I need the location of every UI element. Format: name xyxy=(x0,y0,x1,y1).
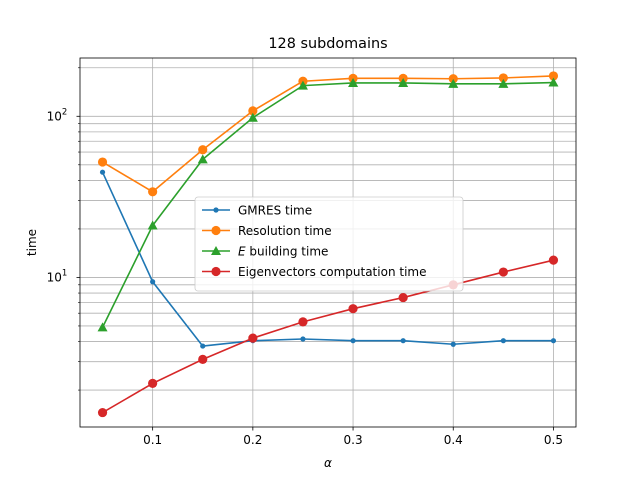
data-point xyxy=(548,71,559,81)
x-axis-label: α xyxy=(324,456,332,470)
series-2 xyxy=(97,77,559,332)
x-tick-label: 0.3 xyxy=(344,433,363,447)
data-point xyxy=(300,336,306,342)
data-point xyxy=(150,279,156,285)
data-point xyxy=(500,338,506,344)
data-point xyxy=(97,322,108,332)
series-line xyxy=(102,259,554,414)
y-axis-label: time xyxy=(25,229,39,256)
data-point xyxy=(350,338,356,344)
data-point xyxy=(398,77,409,87)
legend-item: Resolution time xyxy=(202,224,332,238)
legend-marker xyxy=(211,266,221,277)
data-point xyxy=(450,341,456,347)
data-point xyxy=(548,255,559,265)
data-point xyxy=(148,378,158,389)
data-point xyxy=(97,157,108,167)
legend-label: E building time xyxy=(238,245,328,259)
data-point xyxy=(247,112,258,122)
legend-marker xyxy=(213,207,219,213)
data-point xyxy=(298,317,308,327)
y-tick-label: 101 xyxy=(47,268,68,284)
x-tick-label: 0.5 xyxy=(544,433,563,447)
data-point xyxy=(348,304,358,314)
ticks: 0.1 0.2 0.3 0.4 0.5 101 102 xyxy=(47,67,563,447)
x-tick-label: 0.1 xyxy=(143,433,162,447)
chart-title: 128 subdomains xyxy=(268,36,387,52)
data-point xyxy=(398,292,408,303)
data-point xyxy=(498,78,509,88)
data-point xyxy=(297,80,308,90)
legend-item: E building time xyxy=(202,245,328,259)
plot-frame xyxy=(79,57,577,428)
x-tick-label: 0.2 xyxy=(243,433,262,447)
legend-item: Eigenvectors computation time xyxy=(202,265,426,279)
series-line xyxy=(101,171,554,347)
data-point xyxy=(448,74,458,84)
x-tick-label: 0.4 xyxy=(444,433,463,447)
legend-box xyxy=(194,196,464,292)
data-point xyxy=(448,78,459,88)
legend-label: Resolution time xyxy=(238,224,332,238)
data-point xyxy=(97,407,108,418)
data-point xyxy=(348,77,359,87)
data-point xyxy=(200,343,206,349)
legend-item: GMRES time xyxy=(202,204,312,218)
legend-label: Eigenvectors computation time xyxy=(238,265,426,279)
axes xyxy=(79,57,577,428)
data-point xyxy=(148,187,158,197)
y-tick-label: 102 xyxy=(47,107,68,123)
data-point xyxy=(248,106,258,116)
data-point xyxy=(400,338,406,344)
legend-marker xyxy=(211,225,221,236)
data-point xyxy=(550,338,557,344)
data-point xyxy=(197,154,208,164)
legend-marker xyxy=(211,246,221,255)
data-point xyxy=(198,354,208,365)
series-1 xyxy=(97,71,559,197)
series-line xyxy=(101,81,554,328)
data-point xyxy=(198,145,208,155)
data-point xyxy=(498,73,508,83)
data-point xyxy=(99,169,106,175)
legend: GMRES time Resolution time E building time… xyxy=(194,196,464,292)
data-point xyxy=(248,333,258,343)
data-point xyxy=(498,267,508,277)
data-point xyxy=(147,220,158,230)
data-point xyxy=(548,77,559,87)
legend-label: GMRES time xyxy=(238,204,312,218)
series-line xyxy=(102,75,554,193)
